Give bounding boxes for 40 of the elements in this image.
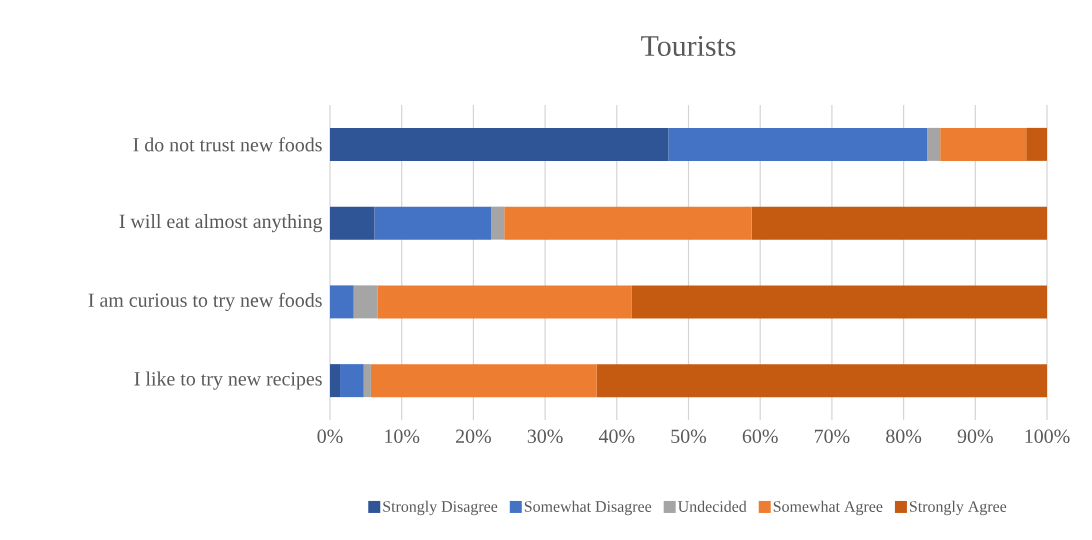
x-tick-label: 70%: [814, 429, 850, 444]
bar: [330, 206, 375, 240]
x-tick-label: 30%: [527, 429, 563, 444]
chart-title: Tourists: [641, 35, 736, 57]
bar: [504, 206, 752, 240]
x-tick-label: 20%: [456, 429, 491, 444]
legend-label: Undecided: [678, 500, 747, 512]
x-tick-label: 60%: [742, 429, 778, 444]
legend-label: Strongly Agree: [909, 500, 1007, 516]
bar: [491, 206, 505, 240]
y-tick-label: I will eat almost anything: [119, 214, 323, 233]
bar: [751, 206, 1048, 240]
bar: [330, 127, 669, 161]
bar: [631, 285, 1048, 319]
bar: [330, 364, 341, 398]
bar: [374, 206, 492, 240]
bar: [370, 364, 597, 398]
bar: [340, 364, 364, 398]
bar: [353, 285, 378, 319]
y-tick-label: I do not trust new foods: [133, 137, 322, 152]
legend-label: Somewhat Agree: [773, 500, 883, 516]
x-tick-label: 80%: [886, 429, 922, 444]
bar: [363, 364, 371, 398]
bar: [1026, 127, 1048, 161]
x-tick-label: 0%: [317, 429, 343, 444]
x-tick-label: 50%: [671, 429, 707, 444]
x-tick-label: 90%: [957, 429, 993, 444]
bar: [927, 127, 941, 161]
x-tick-label: 10%: [385, 429, 420, 444]
bar: [596, 364, 1048, 398]
legend-label: Strongly Disagree: [383, 500, 498, 516]
bar: [377, 285, 632, 319]
x-tick-label: 40%: [598, 429, 635, 444]
x-tick-label: 100%: [1025, 429, 1070, 444]
bar: [330, 285, 354, 319]
bar: [940, 127, 1027, 161]
y-tick-label: I am curious to try new foods: [88, 292, 322, 312]
bar: [668, 127, 928, 161]
legend-label: Somewhat Disagree: [524, 500, 652, 516]
y-tick-label: I like to try new recipes: [134, 371, 322, 390]
